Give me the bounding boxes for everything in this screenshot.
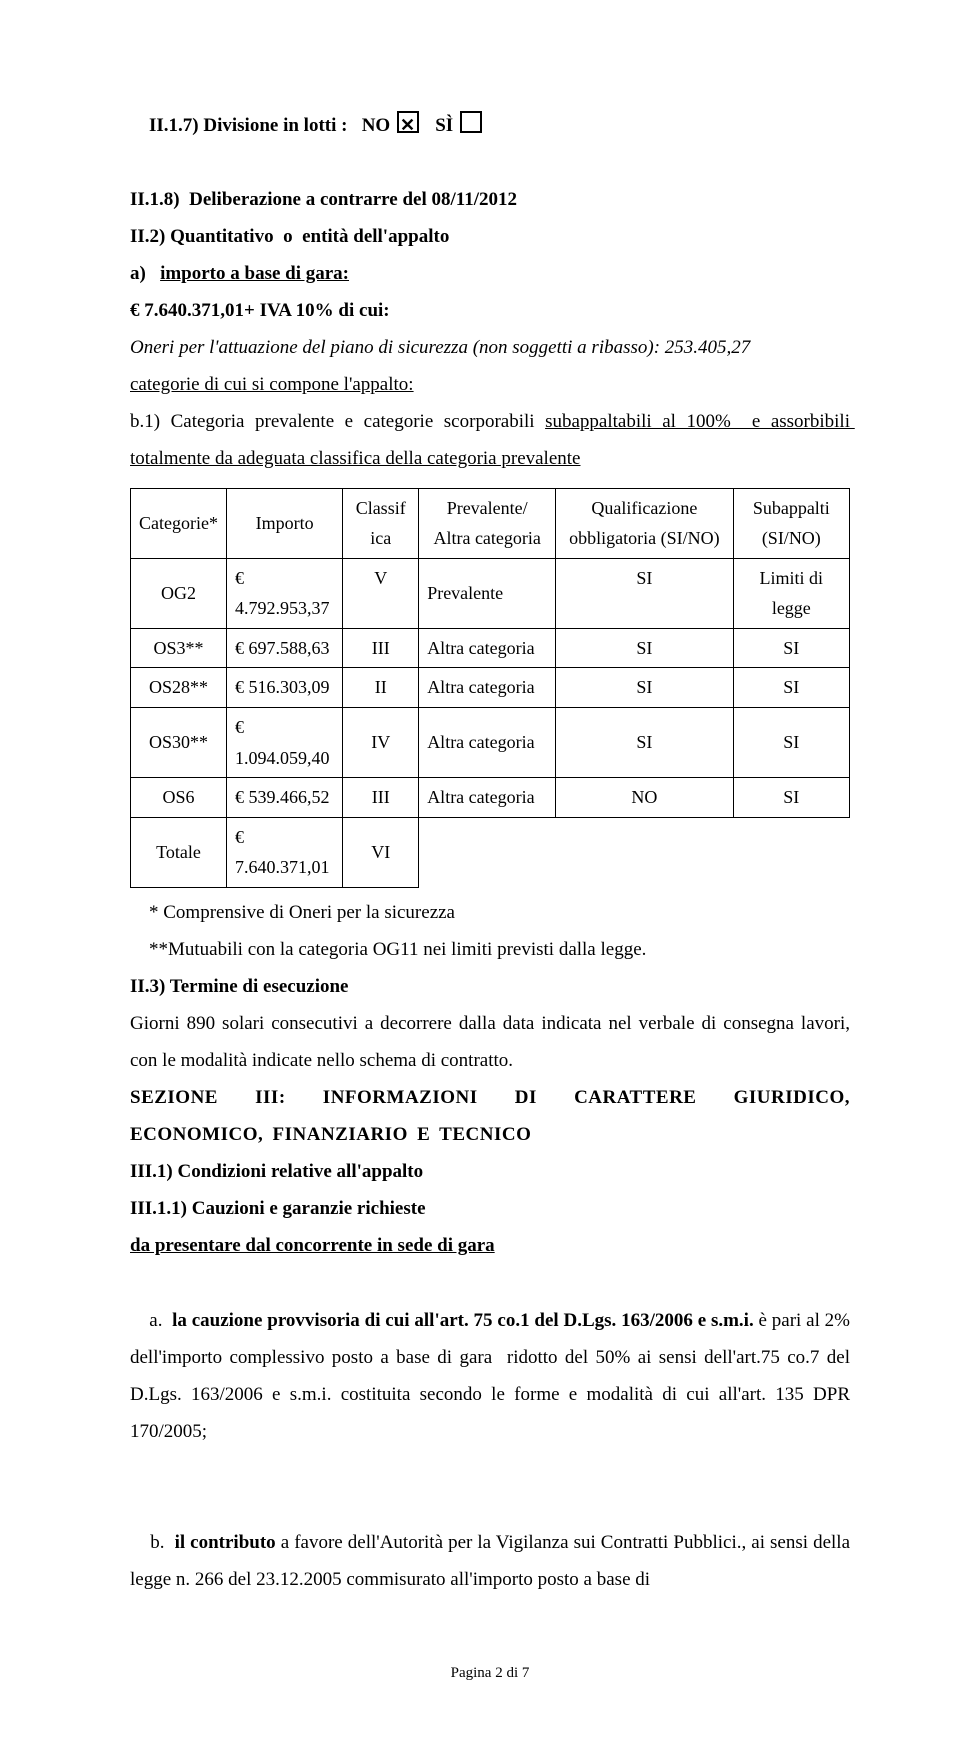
lots-mid: SÌ [421,115,458,136]
th-importo: Importo [226,488,342,558]
cell-prev: Altra categoria [419,778,556,818]
table-row: OS6 € 539.466,52 III Altra categoria NO … [131,778,850,818]
item-a: a. la cauzione provvisoria di cui all'ar… [130,1265,850,1487]
cell-prev: Altra categoria [419,668,556,708]
cell-sub: Limiti di legge [733,558,849,628]
cell-qual: SI [556,558,733,628]
table-row: OS28** € 516.303,09 II Altra categoria S… [131,668,850,708]
cell-prev: Altra categoria [419,628,556,668]
table-row: OS3** € 697.588,63 III Altra categoria S… [131,628,850,668]
checkbox-no-checked [397,111,419,133]
page-number: Pagina 2 di 7 [130,1659,850,1688]
b1-prefix: b.1) Categoria prevalente e categorie sc… [130,411,545,432]
import-base-label: importo a base di gara: [160,263,349,284]
quantity-heading: II.2) Quantitativo o entità dell'appalto [130,218,850,255]
cell-cls: III [343,628,419,668]
cell-cat: OS6 [131,778,227,818]
execution-term-heading: II.3) Termine di esecuzione [130,968,850,1005]
table-note-1: * Comprensive di Oneri per la sicurezza [130,894,850,931]
th-classifica: Classif ica [343,488,419,558]
cell-cat: Totale [131,817,227,887]
deliberation-line: II.1.8) Deliberazione a contrarre del 08… [130,181,850,218]
item-b-bold: il contributo [175,1532,281,1553]
th-categorie: Categorie* [131,488,227,558]
item-a-prefix: a. [149,1310,172,1331]
table-row: OS30** € 1.094.059,40 IV Altra categoria… [131,708,850,778]
cell-imp: € 539.466,52 [226,778,342,818]
table-row-total: Totale € 7.640.371,01 VI [131,817,850,887]
cell-imp: € 4.792.953,37 [226,558,342,628]
item-a-bold: la cauzione provvisoria di cui all'art. … [172,1310,754,1331]
cell-cat: OS30** [131,708,227,778]
cell-imp: € 7.640.371,01 [226,817,342,887]
cell-empty [556,817,733,887]
cell-sub: SI [733,778,849,818]
cell-imp: € 516.303,09 [226,668,342,708]
cell-cat: OS28** [131,668,227,708]
th-prevalente: Prevalente/ Altra categoria [419,488,556,558]
cell-empty [733,817,849,887]
iii-1-1-heading: III.1.1) Cauzioni e garanzie richieste [130,1190,850,1227]
cell-prev: Altra categoria [419,708,556,778]
oneri-line: Oneri per l'attuazione del piano di sicu… [130,329,850,366]
iii-1-heading: III.1) Condizioni relative all'appalto [130,1153,850,1190]
import-amount: € 7.640.371,01+ IVA 10% di cui: [130,292,850,329]
cell-imp: € 697.588,63 [226,628,342,668]
item-b-prefix: b. [150,1532,174,1553]
execution-term-text: Giorni 890 solari consecutivi a decorrer… [130,1005,850,1079]
cell-sub: SI [733,628,849,668]
cell-cls: V [343,558,419,628]
item-b: b. il contributo a favore dell'Autorità … [130,1487,850,1635]
table-header-row: Categorie* Importo Classif ica Prevalent… [131,488,850,558]
cell-imp: € 1.094.059,40 [226,708,342,778]
table-row: OG2 € 4.792.953,37 V Prevalente SI Limit… [131,558,850,628]
cell-qual: SI [556,668,733,708]
cell-cls: VI [343,817,419,887]
cell-sub: SI [733,668,849,708]
import-base-prefix: a) [130,263,160,284]
presentation-heading: da presentare dal concorrente in sede di… [130,1227,850,1264]
cell-sub: SI [733,708,849,778]
th-subappalti: Subappalti (SI/NO) [733,488,849,558]
categories-table: Categorie* Importo Classif ica Prevalent… [130,488,850,889]
cell-prev: Prevalente [419,558,556,628]
cell-empty [419,817,556,887]
b1-line: b.1) Categoria prevalente e categorie sc… [130,403,850,477]
lots-line: II.1.7) Divisione in lotti : NO SÌ [130,70,850,181]
th-qualificazione: Qualificazione obbligatoria (SI/NO) [556,488,733,558]
cell-cls: II [343,668,419,708]
categories-heading: categorie di cui si compone l'appalto: [130,366,850,403]
cell-cat: OG2 [131,558,227,628]
cell-cls: III [343,778,419,818]
cell-qual: NO [556,778,733,818]
table-note-2: **Mutuabili con la categoria OG11 nei li… [130,931,850,968]
section-iii-heading: SEZIONE III: INFORMAZIONI DI CARATTERE G… [130,1079,850,1153]
import-base-line: a) importo a base di gara: [130,255,850,292]
cell-qual: SI [556,628,733,668]
cell-cat: OS3** [131,628,227,668]
checkbox-si-empty [460,111,482,133]
cell-qual: SI [556,708,733,778]
lots-label: II.1.7) Divisione in lotti : NO [149,115,395,136]
cell-cls: IV [343,708,419,778]
